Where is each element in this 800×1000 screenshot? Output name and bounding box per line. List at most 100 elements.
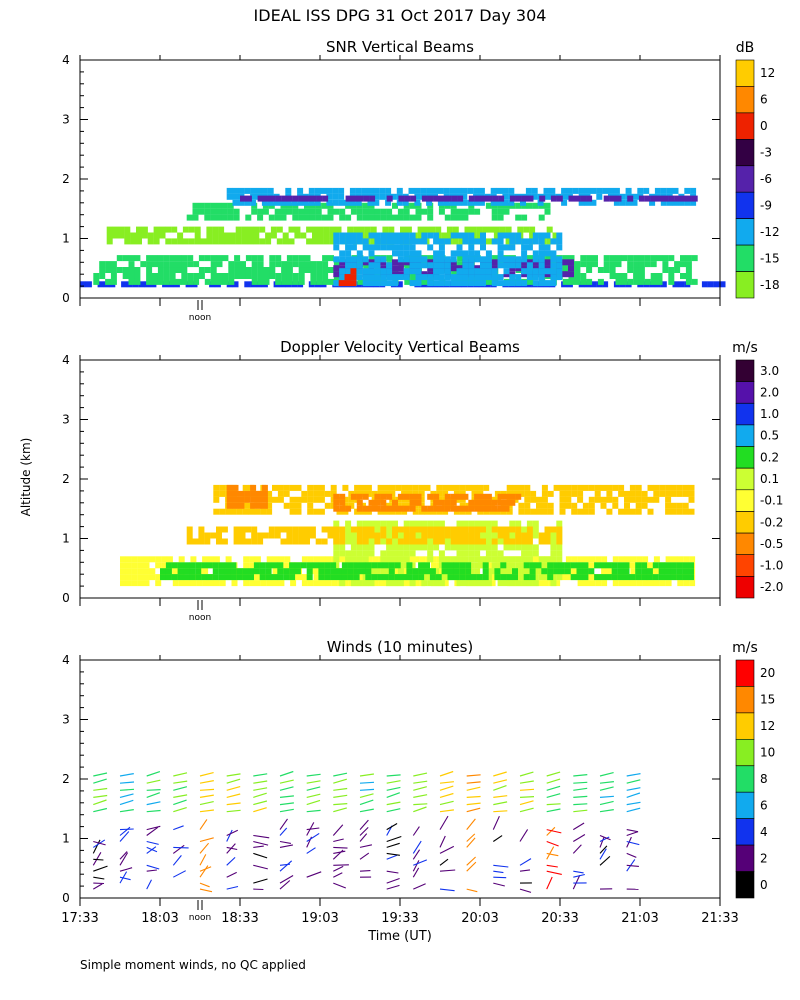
wind-barb: [306, 773, 321, 777]
heatmap-cell: [339, 208, 346, 215]
heatmap-cell: [218, 562, 225, 569]
heatmap-cell: [106, 238, 113, 245]
heatmap-cell: [292, 278, 299, 285]
heatmap-cell: [409, 550, 416, 557]
heatmap-cell: [576, 574, 583, 581]
heatmap-cell: [155, 580, 162, 587]
heatmap-cell: [353, 574, 360, 581]
heatmap-cell: [216, 532, 222, 539]
heatmap-cell: [447, 568, 454, 575]
heatmap-cell: [304, 261, 311, 268]
heatmap-cell: [462, 532, 469, 539]
heatmap-cell: [453, 574, 460, 581]
heatmap-cell: [427, 556, 434, 563]
heatmap-cell: [502, 199, 509, 206]
wind-barb: [199, 882, 210, 888]
heatmap-cell: [532, 550, 539, 557]
heatmap-cell: [397, 274, 404, 281]
heatmap-cell: [243, 562, 250, 569]
heatmap-cell: [392, 214, 398, 221]
heatmap-cell: [128, 267, 135, 273]
heatmap-cell: [198, 267, 205, 273]
heatmap-cell: [155, 562, 162, 569]
heatmap-cell: [222, 273, 229, 279]
wind-barb: [146, 771, 161, 777]
heatmap-cell: [386, 262, 393, 269]
heatmap-cell: [233, 208, 240, 215]
heatmap-cell: [235, 232, 242, 239]
heatmap-cell: [392, 232, 398, 239]
heatmap-cell: [304, 255, 311, 262]
heatmap-cell: [571, 502, 578, 509]
wind-barb: [333, 872, 343, 878]
heatmap-cell: [437, 199, 444, 206]
heatmap-cell: [638, 261, 645, 268]
wind-barb: [199, 842, 210, 854]
colorbar-label: 0.2: [760, 450, 779, 464]
heatmap-cell: [218, 238, 225, 245]
heatmap-cell: [456, 268, 463, 275]
heatmap-cell: [532, 202, 539, 209]
heatmap-cell: [427, 505, 434, 512]
heatmap-cell: [412, 568, 419, 575]
heatmap-cell: [409, 262, 416, 269]
wind-barb: [386, 884, 400, 890]
heatmap-cell: [230, 568, 237, 575]
heatmap-cell: [433, 538, 440, 545]
heatmap-cell: [444, 556, 451, 563]
colorbar-swatch: [735, 424, 755, 447]
heatmap-cell: [690, 199, 697, 206]
heatmap-cell: [250, 187, 257, 194]
heatmap-cell: [251, 532, 258, 539]
heatmap-cell: [503, 256, 510, 263]
heatmap-cell: [594, 562, 601, 569]
heatmap-cell: [417, 226, 424, 233]
wind-barb: [119, 831, 130, 842]
heatmap-cell: [112, 226, 119, 233]
heatmap-cell: [550, 550, 557, 557]
heatmap-cell: [356, 544, 363, 551]
heatmap-cell: [378, 580, 385, 587]
heatmap-cell: [658, 568, 665, 575]
x-tick-label: 20:03: [461, 911, 498, 926]
heatmap-cell: [550, 250, 557, 257]
heatmap-cell: [319, 580, 326, 587]
heatmap-cell: [328, 278, 334, 285]
wind-barb: [253, 773, 268, 777]
heatmap-cell: [476, 574, 483, 581]
heatmap-cell: [615, 255, 622, 262]
wind-barb: [439, 792, 454, 798]
heatmap-cell: [356, 268, 363, 275]
colorbar-label: -6: [760, 172, 772, 186]
colorbar-swatch: [735, 791, 755, 819]
heatmap-cell: [474, 562, 481, 569]
heatmap-cell: [646, 574, 653, 581]
heatmap-cell: [403, 244, 410, 251]
wind-barb: [519, 800, 534, 806]
heatmap-cell: [316, 261, 323, 268]
heatmap-cell: [571, 508, 578, 515]
heatmap-cell: [580, 273, 587, 279]
heatmap-cell: [612, 580, 619, 587]
heatmap-cell: [433, 262, 440, 269]
heatmap-cell: [189, 568, 196, 575]
wind-barb: [519, 796, 535, 798]
wind-barb: [493, 876, 507, 879]
heatmap-cell: [298, 278, 305, 285]
heatmap-cell: [653, 568, 660, 575]
heatmap-cell: [187, 278, 194, 285]
heatmap-cell: [382, 226, 389, 233]
wind-barb: [626, 807, 641, 813]
heatmap-cell: [503, 532, 510, 539]
heatmap-cell: [538, 556, 545, 563]
heatmap-cell: [509, 238, 516, 245]
heatmap-cell: [515, 274, 522, 281]
x-tick-label: 19:33: [381, 911, 418, 926]
wind-barb: [146, 879, 152, 890]
heatmap-cell: [609, 195, 616, 202]
heatmap-cell: [169, 255, 176, 262]
heatmap-cell: [137, 568, 144, 575]
heatmap-cell: [239, 532, 246, 539]
heatmap-cell: [524, 490, 531, 497]
heatmap-cell: [212, 562, 219, 569]
